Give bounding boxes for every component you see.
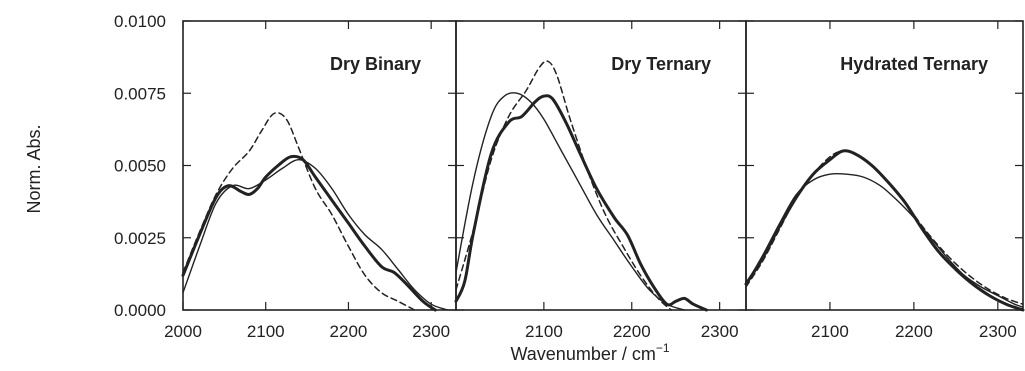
x-tick-label: 2100: [811, 322, 849, 341]
series-line-dashed: [455, 60, 673, 311]
x-tick-label: 2100: [525, 322, 563, 341]
x-tick-label: 2300: [979, 322, 1017, 341]
series-line-thin: [455, 92, 686, 311]
y-tick-label: 0.0025: [114, 229, 166, 248]
series-line-dashed: [745, 150, 1024, 305]
x-tick-label: 2100: [247, 322, 285, 341]
panel-title: Dry Binary: [330, 54, 421, 74]
series-line-thick: [454, 94, 708, 312]
y-axis-label: Norm. Abs.: [24, 124, 44, 213]
panel-title: Hydrated Ternary: [840, 54, 988, 74]
x-tick-label: 2200: [330, 322, 368, 341]
panels: 2000 2100 2200 2300 Dry Binary 2100 2200 2300 Dr…: [164, 20, 1025, 341]
series-line-thin: [182, 159, 449, 311]
y-axis-ticks: 0.0000 0.0025 0.0050 0.0075 0.0100: [114, 12, 166, 320]
panel-1: 2000 2100 2200 2300 Dry Binary: [164, 20, 457, 341]
series-line-thin: [745, 172, 1024, 308]
series-line-thick: [181, 154, 437, 312]
panel-2: 2100 2200 2300 Dry Ternary: [454, 20, 747, 341]
x-tick-label: 2200: [895, 322, 933, 341]
x-axis-label-superscript: −1: [656, 341, 670, 355]
series-line-thick: [744, 149, 1025, 312]
series-line-dashed: [182, 112, 416, 311]
x-axis-label: Wavenumber / cm−1: [510, 341, 669, 364]
y-tick-label: 0.0075: [114, 84, 166, 103]
x-axis-label-text: Wavenumber / cm: [510, 344, 655, 364]
panel-3: 2100 2200 2300 Hydrated Ternary: [744, 20, 1025, 341]
y-tick-label: 0.0000: [114, 301, 166, 320]
y-tick-label: 0.0100: [114, 12, 166, 31]
panel-title: Dry Ternary: [611, 54, 711, 74]
x-tick-label: 2000: [164, 322, 202, 341]
x-tick-label: 2200: [613, 322, 651, 341]
x-tick-label: 2300: [412, 322, 450, 341]
y-tick-label: 0.0050: [114, 157, 166, 176]
x-tick-label: 2300: [701, 322, 739, 341]
